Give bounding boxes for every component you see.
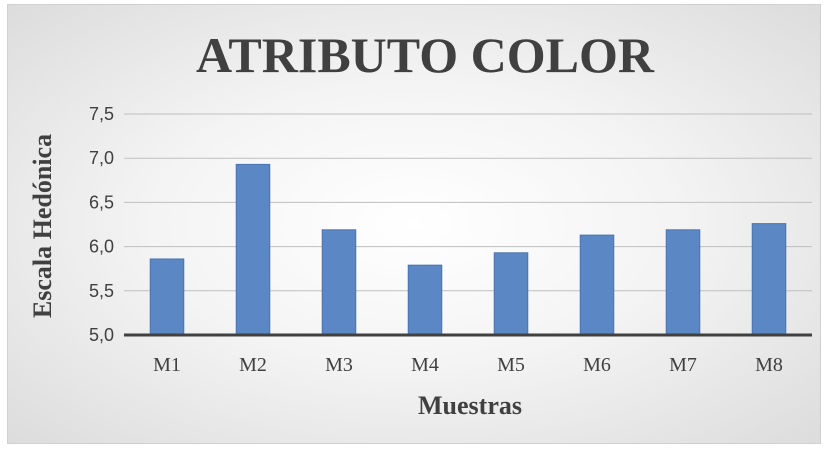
bar-m1 [149, 258, 185, 336]
x-tick-label: M1 [153, 354, 181, 376]
y-tick-label: 7,5 [89, 104, 114, 124]
x-tick-label: M6 [583, 354, 611, 376]
bar-m7 [665, 229, 701, 336]
x-tick-label: M4 [411, 354, 439, 376]
bar-m6 [579, 234, 615, 336]
x-tick-label: M3 [325, 354, 353, 376]
x-tick-label: M2 [239, 354, 267, 376]
chart-title: ATRIBUTO COLOR [196, 27, 655, 83]
x-tick-label: M5 [497, 354, 525, 376]
y-tick-label: 5,5 [89, 281, 114, 301]
bar-m2 [235, 163, 271, 336]
x-tick-labels: M1 M2 M3 M4 M5 M6 M7 M8 [153, 354, 783, 376]
gridlines [124, 113, 812, 292]
y-tick-labels: 5,0 5,5 6,0 6,5 7,0 7,5 [89, 104, 114, 345]
y-axis-title: Escala Hedónica [28, 134, 57, 318]
bar-m8 [751, 223, 787, 336]
chart-frame [7, 4, 821, 444]
bars [149, 163, 787, 336]
x-tick-label: M7 [669, 354, 697, 376]
x-tick-label: M8 [755, 354, 783, 376]
bar-m5 [493, 252, 529, 336]
y-tick-label: 6,5 [89, 192, 114, 212]
bar-m4 [407, 264, 443, 336]
y-tick-label: 7,0 [89, 148, 114, 168]
bar-m3 [321, 229, 357, 336]
y-tick-label: 6,0 [89, 237, 114, 257]
x-axis-title: Muestras [418, 391, 522, 420]
y-tick-label: 5,0 [89, 325, 114, 345]
